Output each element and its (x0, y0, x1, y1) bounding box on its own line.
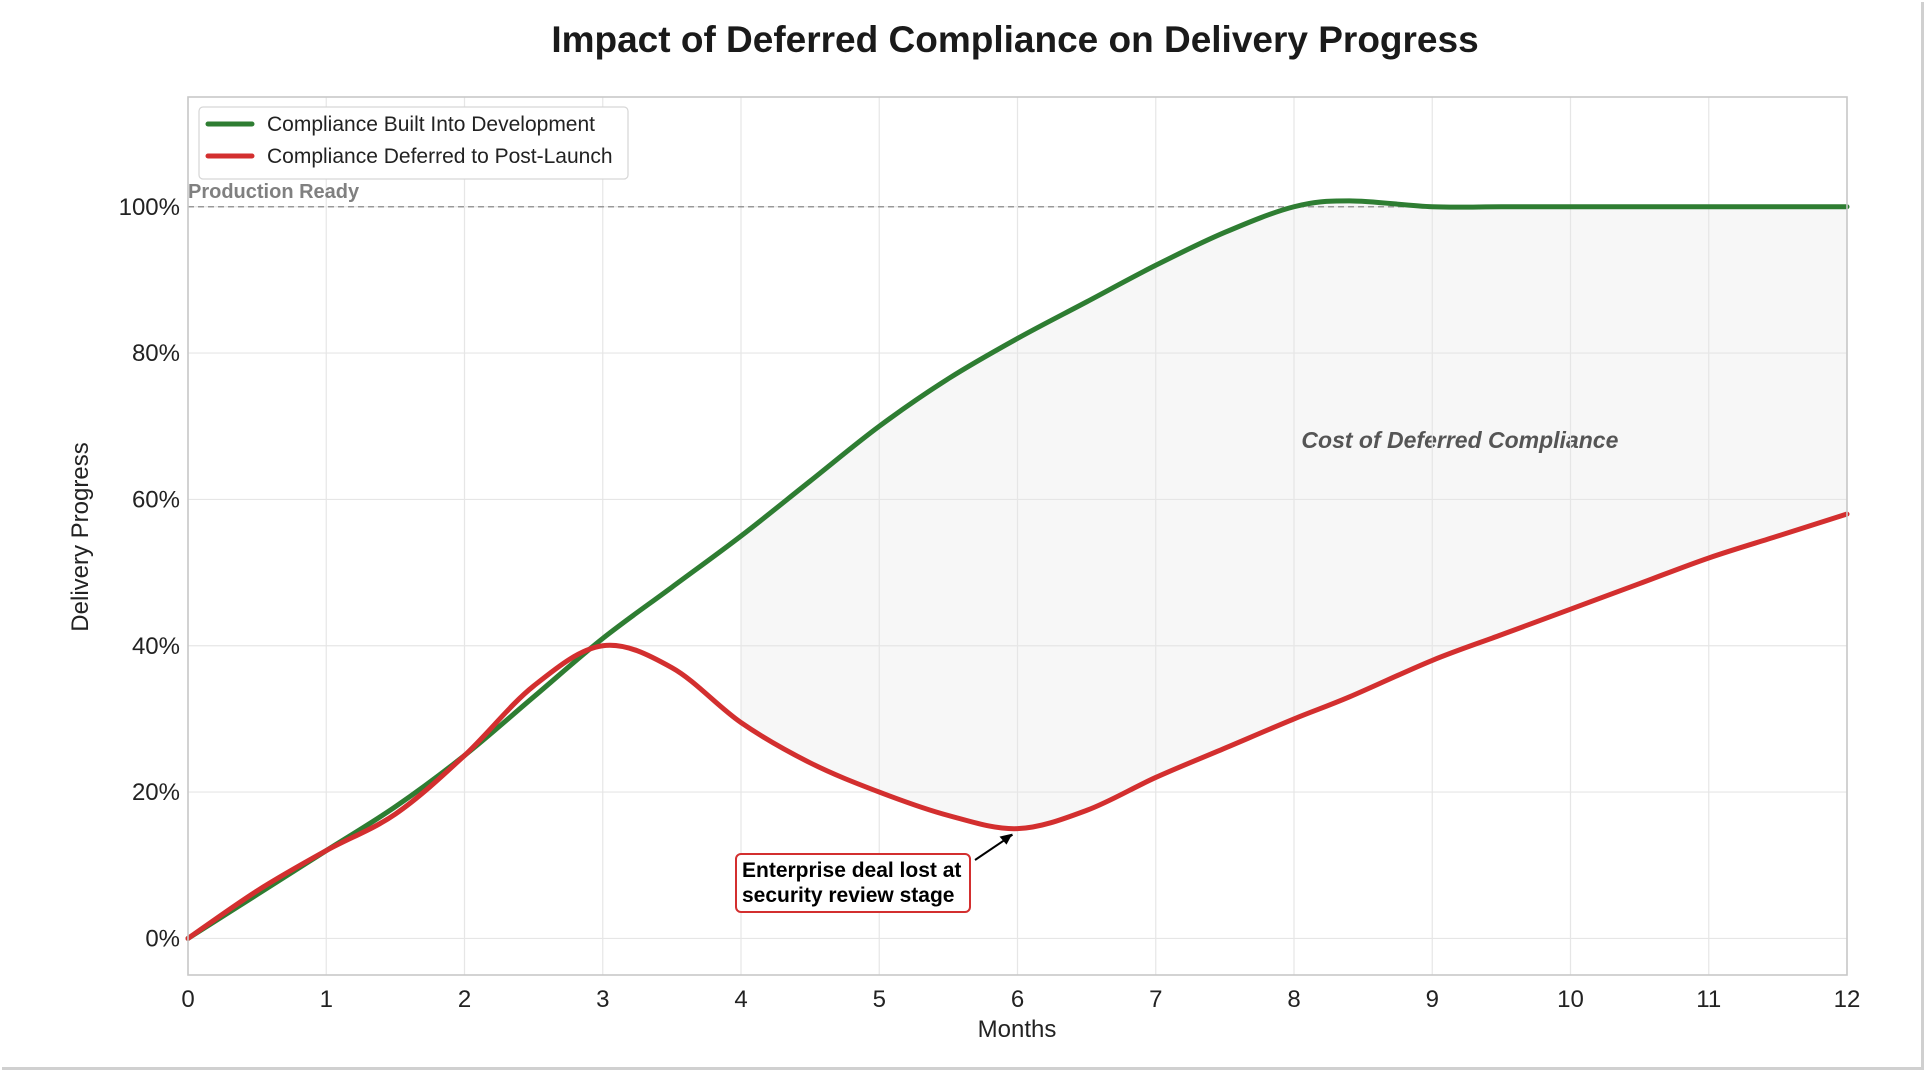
y-tick-label: 20% (132, 779, 180, 806)
x-tick-label: 8 (1287, 986, 1300, 1013)
x-tick-label: 5 (873, 986, 886, 1013)
shaded-region-label: Cost of Deferred Compliance (1301, 427, 1618, 453)
x-axis-label: Months (978, 1016, 1057, 1043)
annotation-box (735, 853, 971, 913)
y-tick-label: 40% (132, 633, 180, 660)
legend-box (198, 106, 629, 180)
y-tick-label: 100% (119, 194, 180, 221)
x-tick-label: 11 (1696, 986, 1721, 1013)
series-line-2 (185, 511, 1850, 941)
x-tick-label: 1 (320, 986, 333, 1013)
x-tick-label: 0 (181, 986, 194, 1013)
x-tick-label: 7 (1149, 986, 1162, 1013)
series-layer (185, 198, 1850, 941)
plot-area-border (187, 96, 1848, 976)
x-tick-label: 12 (1834, 986, 1861, 1013)
y-tick-label: 0% (145, 925, 180, 952)
y-tick-label: 60% (132, 486, 180, 513)
legend-entry: Compliance Deferred to Post-Launch (267, 145, 613, 168)
chart-title: Impact of Deferred Compliance on Deliver… (551, 19, 1478, 60)
x-tick-label: 6 (1011, 986, 1024, 1013)
legend-entry: Compliance Built Into Development (267, 113, 595, 136)
x-tick-label: 10 (1557, 986, 1584, 1013)
x-tick-label: 3 (596, 986, 609, 1013)
tick-label-layer: 0 1 2 3 4 5 6 7 8 9 10 11 120%20%40%60%80%100% (119, 194, 1861, 1013)
y-axis-label: Delivery Progress (67, 442, 94, 631)
x-tick-label: 9 (1426, 986, 1439, 1013)
annotation-text-line-2: security review stage (742, 884, 954, 907)
y-tick-label: 80% (132, 340, 180, 367)
x-tick-label: 2 (458, 986, 471, 1013)
x-tick-label: 4 (734, 986, 747, 1013)
plot-frame-layer (187, 96, 1848, 976)
production-ready-label: Production Ready (188, 181, 360, 203)
annotation-arrowhead (999, 833, 1013, 845)
legend: Compliance Built Into Development Complia… (198, 106, 629, 180)
annotation-text-line-1: Enterprise deal lost at (742, 859, 961, 882)
